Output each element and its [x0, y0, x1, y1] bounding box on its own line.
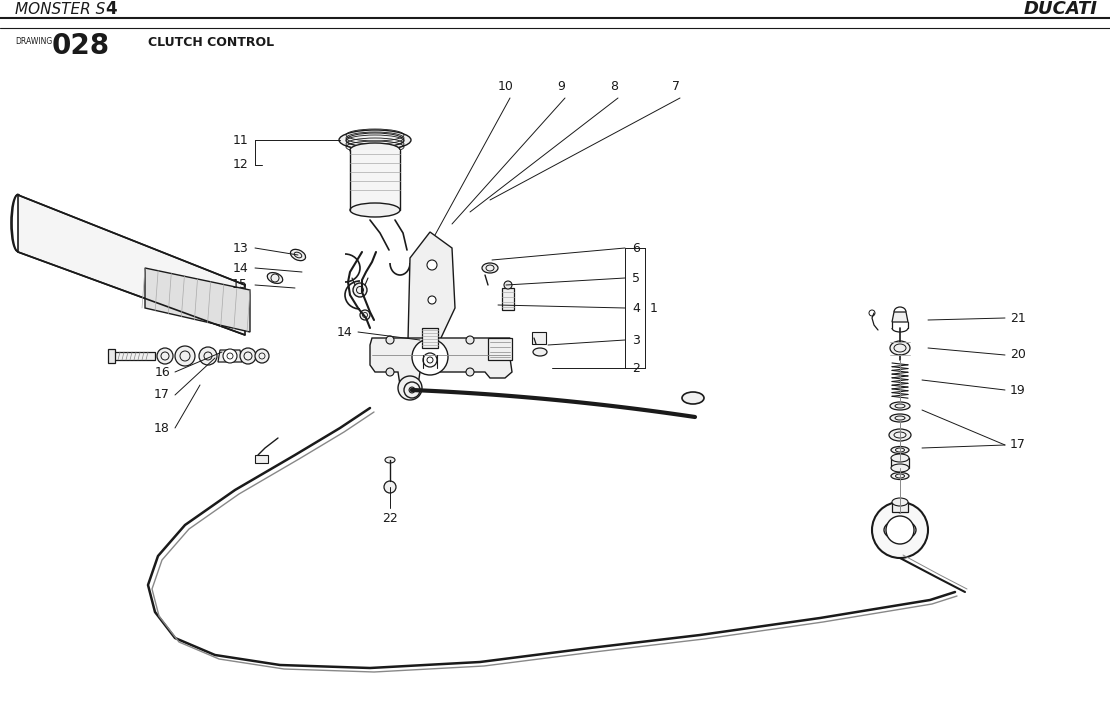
- Circle shape: [384, 481, 396, 493]
- Text: 15: 15: [232, 278, 248, 291]
- Circle shape: [360, 310, 370, 320]
- Circle shape: [386, 368, 394, 376]
- Text: 18: 18: [154, 421, 170, 435]
- Ellipse shape: [682, 392, 704, 404]
- Circle shape: [428, 296, 436, 304]
- Text: 5: 5: [632, 271, 640, 284]
- Circle shape: [404, 382, 420, 398]
- Circle shape: [466, 336, 474, 344]
- Text: DUCATI: DUCATI: [1025, 0, 1098, 18]
- Circle shape: [398, 376, 422, 400]
- Text: 4: 4: [632, 301, 639, 314]
- Polygon shape: [350, 150, 400, 210]
- Circle shape: [223, 349, 238, 363]
- Circle shape: [386, 336, 394, 344]
- Text: 3: 3: [632, 333, 639, 346]
- Polygon shape: [218, 350, 242, 362]
- Text: 13: 13: [232, 241, 248, 254]
- Text: 11: 11: [232, 134, 248, 146]
- Ellipse shape: [339, 130, 411, 150]
- Text: 7: 7: [672, 79, 680, 93]
- Text: 2: 2: [632, 361, 639, 375]
- Polygon shape: [892, 502, 908, 512]
- Text: 14: 14: [336, 326, 352, 338]
- Polygon shape: [891, 458, 909, 468]
- Circle shape: [886, 516, 914, 544]
- Polygon shape: [422, 328, 438, 348]
- Ellipse shape: [482, 263, 498, 273]
- Polygon shape: [892, 312, 908, 322]
- Circle shape: [199, 347, 216, 365]
- Circle shape: [504, 281, 512, 289]
- Circle shape: [427, 260, 437, 270]
- Ellipse shape: [533, 348, 547, 356]
- Circle shape: [897, 507, 904, 513]
- Polygon shape: [108, 349, 115, 363]
- Text: 21: 21: [1010, 311, 1026, 324]
- Circle shape: [405, 383, 415, 393]
- Text: 16: 16: [154, 366, 170, 378]
- Circle shape: [157, 348, 173, 364]
- Ellipse shape: [890, 414, 910, 422]
- Text: 17: 17: [154, 388, 170, 401]
- Polygon shape: [110, 352, 155, 360]
- Circle shape: [412, 339, 448, 375]
- Ellipse shape: [890, 402, 910, 410]
- Polygon shape: [18, 195, 245, 335]
- Circle shape: [466, 368, 474, 376]
- Ellipse shape: [350, 143, 400, 157]
- Circle shape: [408, 387, 415, 393]
- Circle shape: [423, 353, 437, 367]
- Text: 17: 17: [1010, 438, 1026, 451]
- Text: 8: 8: [610, 79, 618, 93]
- Text: 14: 14: [232, 261, 248, 274]
- Text: DRAWING: DRAWING: [16, 38, 52, 46]
- Polygon shape: [370, 338, 512, 388]
- Text: 4: 4: [105, 0, 117, 18]
- Text: 10: 10: [498, 79, 514, 93]
- Ellipse shape: [890, 341, 910, 355]
- Circle shape: [175, 346, 195, 366]
- Circle shape: [872, 502, 928, 558]
- Ellipse shape: [268, 273, 283, 283]
- Text: 20: 20: [1010, 348, 1026, 361]
- Circle shape: [255, 349, 269, 363]
- Text: 22: 22: [382, 511, 397, 525]
- Ellipse shape: [291, 249, 305, 261]
- Polygon shape: [408, 232, 455, 358]
- Polygon shape: [502, 288, 514, 310]
- Text: 9: 9: [557, 79, 565, 93]
- Text: 6: 6: [632, 241, 639, 254]
- Ellipse shape: [891, 454, 909, 462]
- Text: 19: 19: [1010, 383, 1026, 396]
- Text: 1: 1: [650, 301, 658, 314]
- Ellipse shape: [350, 203, 400, 217]
- Polygon shape: [145, 268, 250, 332]
- Ellipse shape: [385, 457, 395, 463]
- Ellipse shape: [892, 498, 908, 506]
- Polygon shape: [532, 332, 546, 344]
- Circle shape: [240, 348, 256, 364]
- Text: MONSTER S: MONSTER S: [16, 1, 105, 16]
- Text: 028: 028: [52, 32, 110, 60]
- Ellipse shape: [891, 464, 909, 472]
- Text: 12: 12: [232, 159, 248, 171]
- Text: CLUTCH CONTROL: CLUTCH CONTROL: [148, 36, 274, 49]
- Ellipse shape: [889, 429, 911, 441]
- Ellipse shape: [891, 446, 909, 453]
- Ellipse shape: [891, 473, 909, 480]
- Circle shape: [353, 283, 367, 297]
- Polygon shape: [255, 455, 268, 463]
- Polygon shape: [488, 338, 512, 360]
